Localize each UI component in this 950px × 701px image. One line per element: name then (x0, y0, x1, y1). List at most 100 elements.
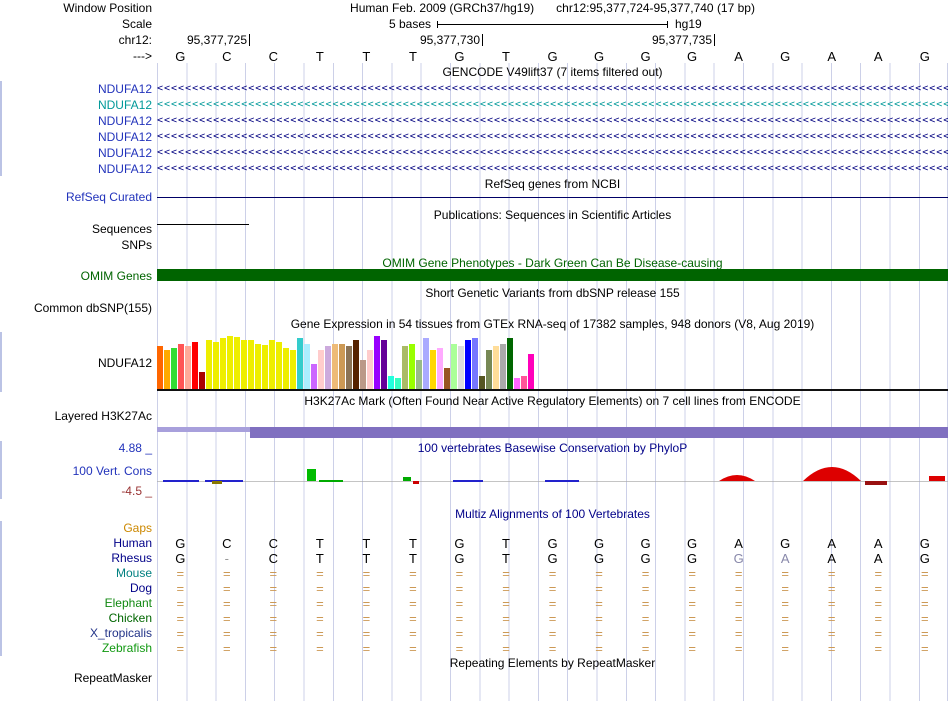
gtex-bar[interactable] (430, 350, 436, 390)
phylop-conservation-plot[interactable] (157, 455, 948, 501)
gtex-bar[interactable] (479, 376, 485, 390)
gene-label[interactable]: NDUFA12 (97, 162, 152, 176)
gtex-bar[interactable] (507, 338, 513, 390)
gtex-bar[interactable] (164, 350, 170, 390)
gene-label[interactable]: NDUFA12 (97, 114, 152, 128)
track-drag-handle[interactable] (0, 441, 2, 499)
species-label-human[interactable]: Human (113, 536, 152, 550)
gene-item[interactable]: <<<<<<<<<<<<<<<<<<<<<<<<<<<<<<<<<<<<<<<<… (157, 147, 948, 158)
gtex-bar[interactable] (178, 344, 184, 390)
species-label-x-tropicalis[interactable]: X_tropicalis (89, 626, 152, 640)
alignment-row[interactable]: = = = = = = = = = = = = = = = = = (157, 611, 948, 626)
refseq-curated-label[interactable]: RefSeq Curated (65, 190, 152, 204)
gtex-bar[interactable] (248, 340, 254, 390)
gene-label[interactable]: NDUFA12 (97, 146, 152, 160)
gtex-expression-bars[interactable] (157, 335, 948, 390)
species-label-zebrafish[interactable]: Zebrafish (101, 641, 152, 655)
gtex-bar[interactable] (402, 346, 408, 390)
gtex-bar[interactable] (374, 336, 380, 390)
gtex-bar[interactable] (262, 345, 268, 390)
gene-label[interactable]: NDUFA12 (97, 98, 152, 112)
gtex-bar[interactable] (437, 348, 443, 390)
gtex-bar[interactable] (451, 344, 457, 390)
gtex-bar[interactable] (311, 364, 317, 390)
gtex-bar[interactable] (255, 344, 261, 390)
gtex-bar[interactable] (185, 346, 191, 390)
gtex-bar[interactable] (458, 346, 464, 390)
alignment-row[interactable]: = = = = = = = = = = = = = = = = = (157, 566, 948, 581)
gtex-bar[interactable] (220, 338, 226, 390)
gene-item[interactable]: <<<<<<<<<<<<<<<<<<<<<<<<<<<<<<<<<<<<<<<<… (157, 131, 948, 142)
alignment-row[interactable]: = = = = = = = = = = = = = = = = = (157, 626, 948, 641)
gtex-bar[interactable] (318, 350, 324, 390)
gtex-gene-label[interactable]: NDUFA12 (97, 356, 152, 370)
base-ruler[interactable]: 95,377,725 95,377,730 95,377,735 (157, 33, 948, 48)
species-label-mouse[interactable]: Mouse (115, 566, 152, 580)
sequences-label[interactable]: Sequences (91, 222, 152, 236)
gene-item[interactable]: <<<<<<<<<<<<<<<<<<<<<<<<<<<<<<<<<<<<<<<<… (157, 83, 948, 94)
gtex-bar[interactable] (213, 342, 219, 390)
gtex-bar[interactable] (297, 338, 303, 390)
gtex-bar[interactable] (472, 338, 478, 390)
gtex-bar[interactable] (388, 376, 394, 390)
track-drag-handle[interactable] (0, 332, 2, 392)
gene-item[interactable]: <<<<<<<<<<<<<<<<<<<<<<<<<<<<<<<<<<<<<<<<… (157, 163, 948, 174)
alignment-row[interactable]: = = = = = = = = = = = = = = = = = (157, 641, 948, 656)
gtex-bar[interactable] (521, 376, 527, 390)
species-label-rhesus[interactable]: Rhesus (111, 551, 152, 565)
gtex-bar[interactable] (339, 344, 345, 390)
omim-gene-item[interactable] (157, 269, 948, 281)
gtex-bar[interactable] (444, 368, 450, 390)
gtex-bar[interactable] (227, 336, 233, 390)
gtex-bar[interactable] (171, 348, 177, 390)
species-label-gaps[interactable]: Gaps (123, 521, 152, 535)
gtex-bar[interactable] (465, 340, 471, 390)
gtex-bar[interactable] (486, 350, 492, 390)
gtex-bar[interactable] (199, 372, 205, 390)
h3k27ac-segment[interactable] (157, 427, 250, 432)
alignment-row[interactable]: = = = = = = = = = = = = = = = = = (157, 596, 948, 611)
gtex-bar[interactable] (192, 342, 198, 390)
gtex-bar[interactable] (269, 340, 275, 390)
sequence-item[interactable] (157, 224, 249, 225)
dbsnp-label[interactable]: Common dbSNP(155) (33, 301, 152, 315)
refseq-gene-item[interactable] (157, 197, 948, 198)
gtex-bar[interactable] (290, 350, 296, 390)
gtex-bar[interactable] (234, 337, 240, 390)
gtex-bar[interactable] (381, 340, 387, 390)
gtex-bar[interactable] (332, 344, 338, 390)
gtex-bar[interactable] (283, 348, 289, 390)
gtex-bar[interactable] (206, 340, 212, 390)
gtex-bar[interactable] (325, 346, 331, 390)
gtex-bar[interactable] (500, 344, 506, 390)
gtex-bar[interactable] (304, 344, 310, 390)
gtex-bar[interactable] (528, 354, 534, 390)
gtex-bar[interactable] (346, 346, 352, 390)
gtex-bar[interactable] (353, 340, 359, 390)
alignment-row[interactable]: = = = = = = = = = = = = = = = = = (157, 581, 948, 596)
species-label-dog[interactable]: Dog (129, 581, 152, 595)
h3k27ac-label[interactable]: Layered H3K27Ac (54, 409, 152, 423)
gene-item[interactable]: <<<<<<<<<<<<<<<<<<<<<<<<<<<<<<<<<<<<<<<<… (157, 115, 948, 126)
h3k27ac-segment[interactable] (250, 427, 948, 438)
gene-label[interactable]: NDUFA12 (97, 82, 152, 96)
gtex-bar[interactable] (423, 338, 429, 390)
gtex-bar[interactable] (395, 378, 401, 390)
snps-label[interactable]: SNPs (121, 238, 152, 252)
gtex-bar[interactable] (360, 360, 366, 390)
species-label-chicken[interactable]: Chicken (108, 611, 152, 625)
gtex-bar[interactable] (416, 360, 422, 390)
gtex-bar[interactable] (157, 346, 163, 390)
h3k27ac-signal[interactable] (157, 427, 948, 439)
gene-item[interactable]: <<<<<<<<<<<<<<<<<<<<<<<<<<<<<<<<<<<<<<<<… (157, 99, 948, 110)
alignment-row[interactable] (157, 521, 948, 536)
repeatmasker-label[interactable]: RepeatMasker (73, 671, 152, 685)
gtex-bar[interactable] (514, 378, 520, 390)
gtex-bar[interactable] (493, 346, 499, 390)
gtex-bar[interactable] (241, 340, 247, 390)
track-drag-handle[interactable] (0, 521, 2, 656)
gtex-bar[interactable] (276, 342, 282, 390)
track-drag-handle[interactable] (0, 81, 2, 176)
